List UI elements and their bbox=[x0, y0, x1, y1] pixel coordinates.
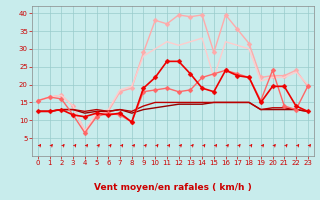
X-axis label: Vent moyen/en rafales ( km/h ): Vent moyen/en rafales ( km/h ) bbox=[94, 183, 252, 192]
